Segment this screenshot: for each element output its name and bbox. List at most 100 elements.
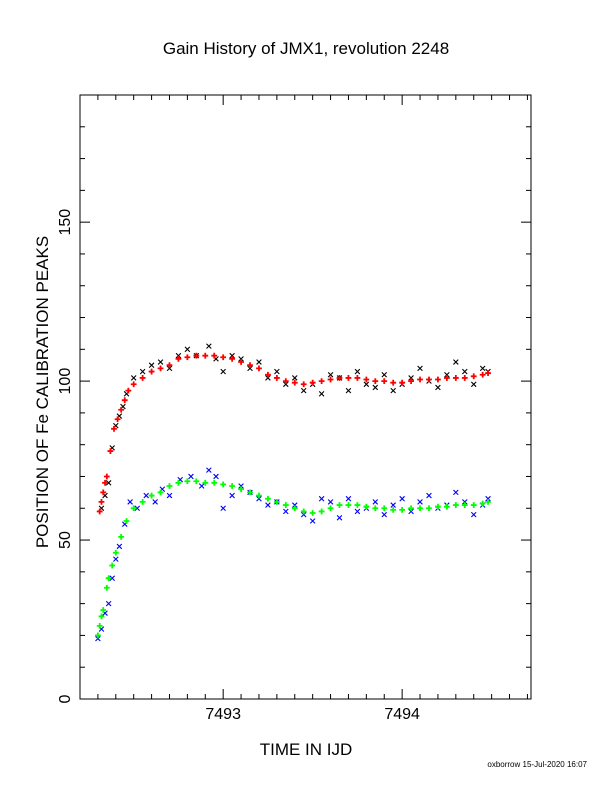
- data-point: [479, 365, 486, 372]
- data-point: [318, 378, 325, 385]
- data-point: [113, 556, 119, 562]
- data-point: [461, 368, 468, 375]
- data-point: [229, 492, 235, 499]
- data-point: [206, 467, 212, 473]
- data-point: [123, 518, 130, 524]
- data-point: [211, 352, 218, 359]
- data-point: [220, 368, 226, 375]
- data-point: [184, 346, 191, 353]
- data-point: [408, 508, 414, 515]
- data-point: [461, 499, 468, 505]
- data-point: [372, 505, 379, 512]
- data-point: [408, 378, 414, 385]
- data-point: [282, 378, 289, 385]
- data-point: [143, 492, 150, 499]
- data-point: [247, 489, 253, 496]
- data-point: [238, 486, 244, 493]
- data-point: [291, 505, 298, 512]
- data-point: [125, 387, 132, 394]
- data-point: [127, 499, 133, 505]
- data-point: [426, 492, 432, 499]
- data-point: [336, 375, 343, 381]
- data-point: [116, 543, 123, 550]
- data-point: [381, 511, 388, 518]
- data-point: [265, 495, 271, 502]
- data-point: [152, 499, 158, 505]
- data-point: [417, 505, 423, 512]
- data-point: [354, 368, 361, 375]
- data-point: [345, 502, 352, 508]
- data-point: [300, 511, 307, 518]
- data-point: [336, 502, 343, 508]
- series-2: [95, 467, 491, 642]
- data-point: [202, 352, 209, 359]
- data-point: [166, 362, 173, 369]
- data-point: [372, 378, 379, 385]
- data-point: [247, 362, 253, 369]
- data-point: [381, 378, 388, 385]
- data-point: [102, 479, 108, 486]
- data-point: [148, 362, 155, 368]
- data-point: [345, 495, 352, 502]
- data-point: [98, 613, 105, 620]
- data-point: [211, 479, 218, 486]
- data-point: [318, 495, 325, 502]
- data-point: [220, 505, 226, 512]
- data-point: [273, 375, 280, 381]
- x-tick-label: 7494: [384, 706, 420, 723]
- data-point: [363, 503, 370, 510]
- data-point: [470, 381, 477, 388]
- data-point: [175, 355, 182, 362]
- data-point: [238, 359, 244, 365]
- data-point: [318, 508, 325, 515]
- data-point: [354, 375, 361, 381]
- y-tick-label: 0: [57, 694, 74, 703]
- data-point: [130, 505, 137, 512]
- data-point: [300, 381, 307, 388]
- data-point: [452, 502, 459, 508]
- data-point: [300, 508, 307, 515]
- data-point: [381, 505, 388, 512]
- data-point: [193, 478, 200, 485]
- data-point: [363, 376, 370, 383]
- data-point: [345, 375, 352, 381]
- data-point: [309, 518, 316, 524]
- axis-ticks: [79, 94, 531, 700]
- y-tick-label: 100: [57, 368, 74, 395]
- data-point: [256, 492, 262, 499]
- data-point: [100, 607, 107, 613]
- data-point: [166, 492, 173, 499]
- data-point: [238, 483, 244, 489]
- data-point: [105, 480, 112, 486]
- data-point: [175, 352, 182, 359]
- data-point: [283, 381, 289, 388]
- data-point: [282, 502, 289, 508]
- data-point: [109, 575, 116, 581]
- data-point: [274, 368, 280, 375]
- y-axis-label: POSITION OF Fe CALIBRATION PEAKS: [33, 236, 52, 548]
- data-point: [390, 379, 397, 386]
- data-point: [470, 511, 477, 518]
- data-point: [461, 502, 468, 508]
- data-point: [114, 416, 121, 423]
- data-point: [198, 483, 205, 489]
- data-point: [479, 371, 486, 378]
- data-point: [256, 359, 262, 365]
- data-point: [109, 562, 116, 569]
- data-point: [130, 375, 137, 381]
- data-point: [94, 632, 101, 639]
- data-point: [309, 510, 316, 516]
- data-point: [96, 508, 103, 515]
- data-point: [220, 354, 227, 361]
- data-point: [309, 379, 316, 386]
- data-point: [291, 375, 298, 381]
- series-3: [94, 478, 491, 639]
- data-point: [256, 495, 262, 502]
- data-point: [96, 622, 103, 629]
- plot-frame: [79, 94, 532, 700]
- data-point: [435, 384, 441, 391]
- data-point: [372, 499, 379, 505]
- data-point: [283, 508, 289, 515]
- data-point: [220, 481, 227, 488]
- data-point: [461, 375, 468, 381]
